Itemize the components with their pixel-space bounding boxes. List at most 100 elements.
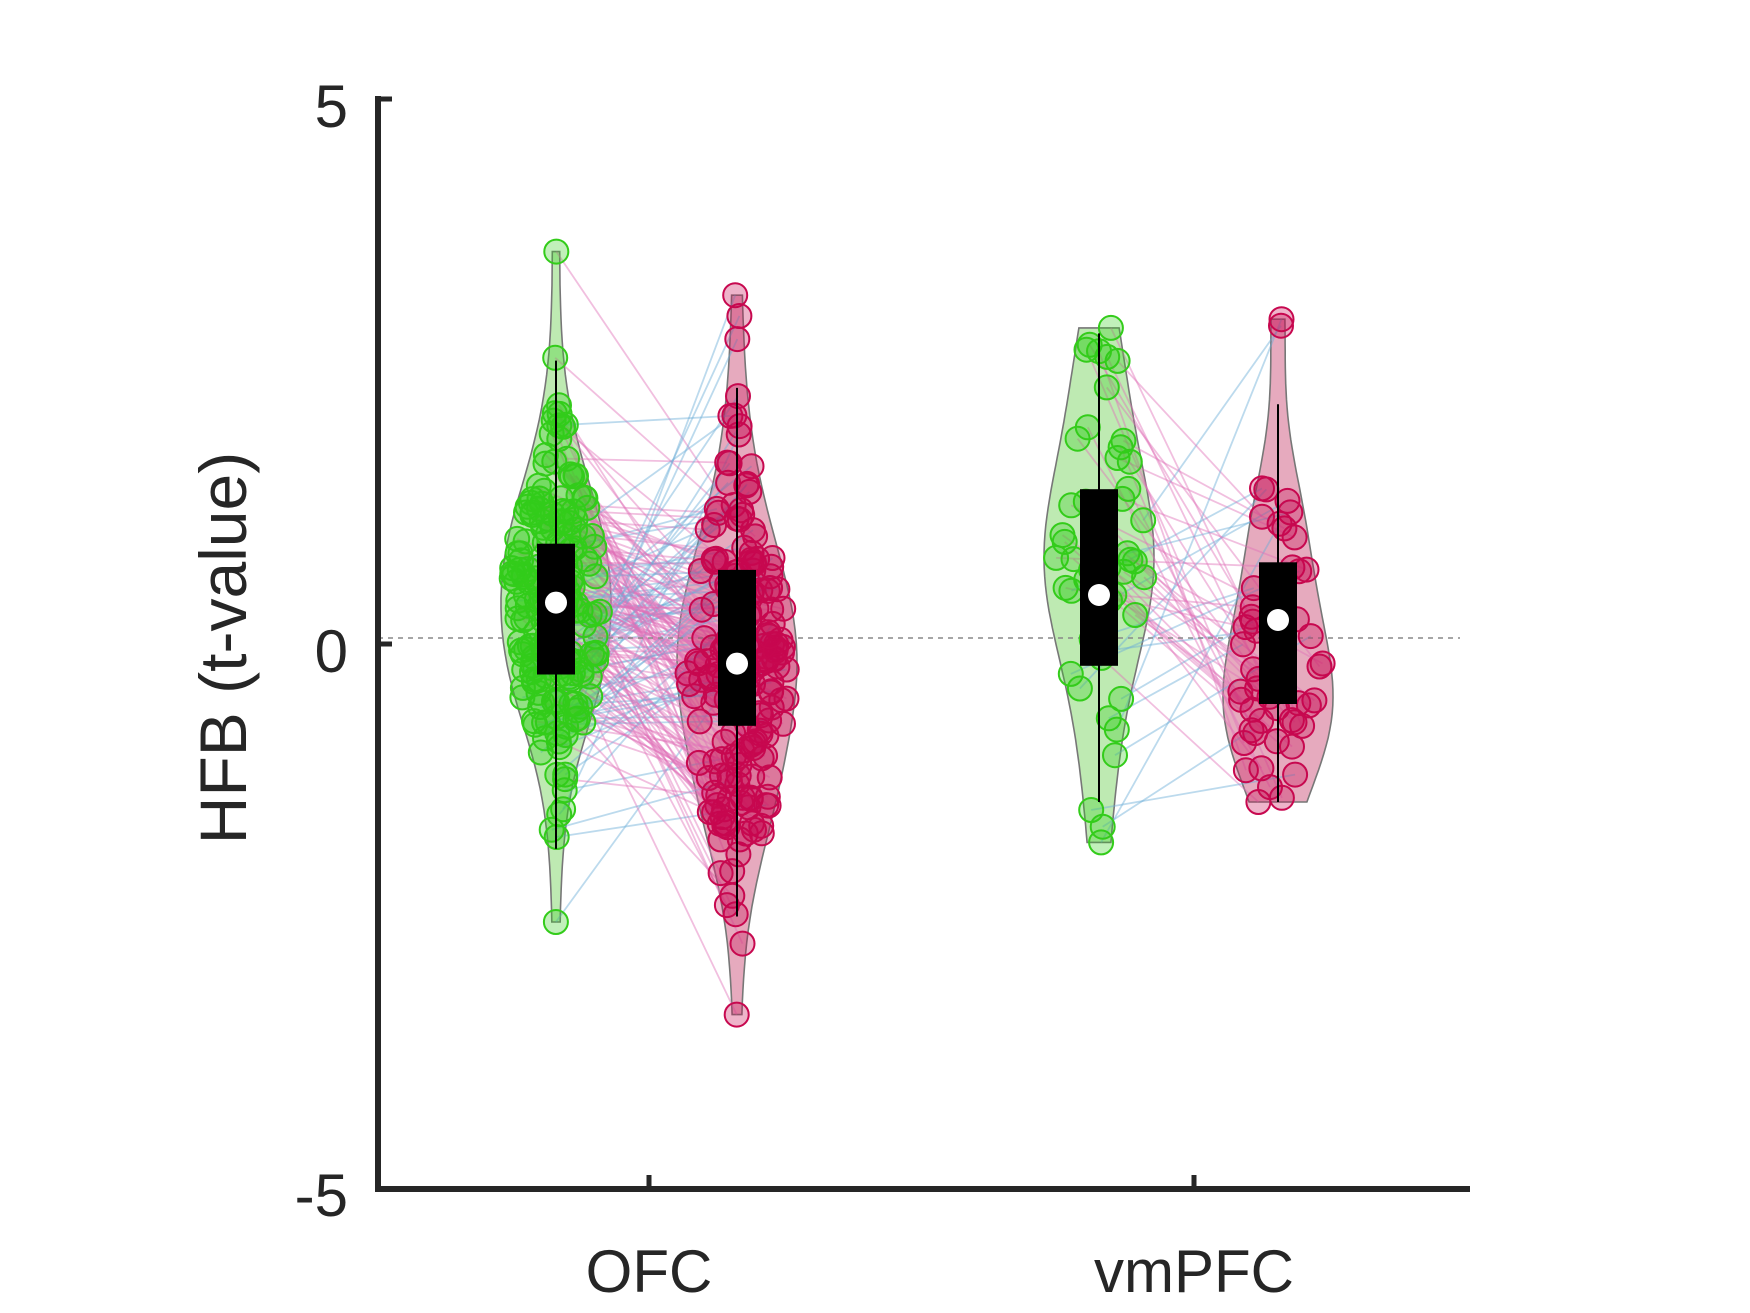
- data-point: [1102, 742, 1128, 769]
- data-point: [1116, 448, 1143, 475]
- pair-line: [562, 426, 743, 660]
- pair-line: [571, 475, 723, 777]
- data-point: [726, 506, 753, 533]
- data-point: [723, 1001, 750, 1028]
- data-point: [724, 326, 751, 353]
- data-point: [1049, 522, 1076, 549]
- y-tick-label-neg5: -5: [295, 1162, 348, 1229]
- data-point: [1115, 475, 1142, 502]
- pair-line: [565, 511, 695, 697]
- data-point: [506, 629, 533, 656]
- pair-line: [1119, 446, 1245, 744]
- pair-line: [561, 673, 715, 794]
- pair-line: [551, 780, 731, 831]
- pair-line: [569, 560, 715, 568]
- pair-line: [569, 599, 747, 689]
- pair-line: [1100, 589, 1278, 742]
- median-ofc-b: [726, 652, 748, 675]
- data-point: [512, 582, 539, 609]
- data-point: [1108, 685, 1135, 712]
- data-point: [758, 669, 785, 696]
- pair-line: [564, 758, 723, 792]
- data-point: [581, 533, 608, 560]
- pair-line: [1091, 587, 1255, 641]
- data-point: [530, 514, 557, 541]
- pair-line: [1076, 438, 1254, 670]
- pair-line: [1102, 559, 1254, 711]
- data-point: [577, 683, 604, 710]
- pair-line: [599, 570, 702, 613]
- pair-line: [565, 725, 738, 785]
- median-vmpfc-b: [1267, 609, 1289, 631]
- pair-line: [560, 497, 732, 688]
- data-point: [544, 720, 571, 747]
- pair-line: [595, 659, 728, 906]
- data-point: [754, 783, 781, 810]
- data-point: [1117, 546, 1144, 573]
- data-point: [1238, 717, 1265, 744]
- pair-line: [1114, 594, 1253, 609]
- data-point: [1257, 774, 1283, 801]
- pair-line: [591, 338, 739, 655]
- pair-line: [572, 672, 738, 1015]
- pair-line: [565, 415, 731, 426]
- pair-line: [1085, 500, 1293, 721]
- data-point: [572, 485, 599, 512]
- data-point: [582, 623, 609, 650]
- pair-line: [1101, 629, 1257, 653]
- data-point: [729, 930, 756, 957]
- data-point: [501, 561, 528, 588]
- pair-line: [572, 524, 715, 589]
- data-point: [1130, 507, 1157, 534]
- data-point: [1282, 761, 1309, 788]
- data-point: [527, 739, 554, 766]
- pair-line: [530, 501, 719, 514]
- data-point: [1230, 631, 1256, 658]
- data-point: [576, 663, 603, 690]
- data-point: [567, 693, 594, 720]
- data-point: [526, 485, 553, 512]
- data-point: [742, 523, 769, 550]
- data-point: [686, 708, 713, 735]
- box-ofc-b: [718, 569, 756, 726]
- pair-line: [1120, 620, 1254, 700]
- pair-line: [579, 643, 727, 708]
- data-point: [498, 565, 525, 592]
- pair-line: [1106, 356, 1278, 709]
- data-point: [705, 782, 732, 809]
- data-point: [538, 816, 565, 843]
- data-point: [542, 909, 569, 935]
- data-point: [739, 763, 766, 790]
- data-point: [515, 556, 541, 583]
- y-tick-label-0: 0: [315, 618, 348, 685]
- pair-line: [1098, 350, 1247, 771]
- data-point: [1057, 660, 1084, 687]
- data-point: [552, 766, 579, 793]
- pair-line: [1109, 500, 1288, 602]
- data-point: [552, 411, 579, 438]
- data-point: [546, 425, 573, 452]
- data-point: [582, 563, 609, 590]
- x-tick-label-ofc: OFC: [586, 1238, 713, 1305]
- pair-line: [589, 695, 769, 798]
- data-point: [717, 402, 744, 429]
- box-vmpfc-b: [1259, 562, 1297, 704]
- data-point: [539, 515, 566, 542]
- data-point: [1242, 720, 1269, 746]
- pair-line: [1117, 457, 1295, 539]
- data-point: [752, 742, 779, 769]
- pair-line: [558, 740, 723, 818]
- data-point: [728, 789, 754, 816]
- pair-line: [588, 563, 735, 757]
- data-point: [756, 623, 783, 650]
- box-vmpfc-a: [1080, 489, 1118, 666]
- pair-line: [589, 675, 771, 779]
- data-point: [1268, 306, 1295, 333]
- data-point: [758, 694, 785, 721]
- pair-line: [550, 433, 719, 806]
- data-point: [546, 392, 572, 419]
- data-point: [544, 761, 571, 788]
- data-point: [720, 492, 747, 518]
- data-point: [685, 650, 712, 677]
